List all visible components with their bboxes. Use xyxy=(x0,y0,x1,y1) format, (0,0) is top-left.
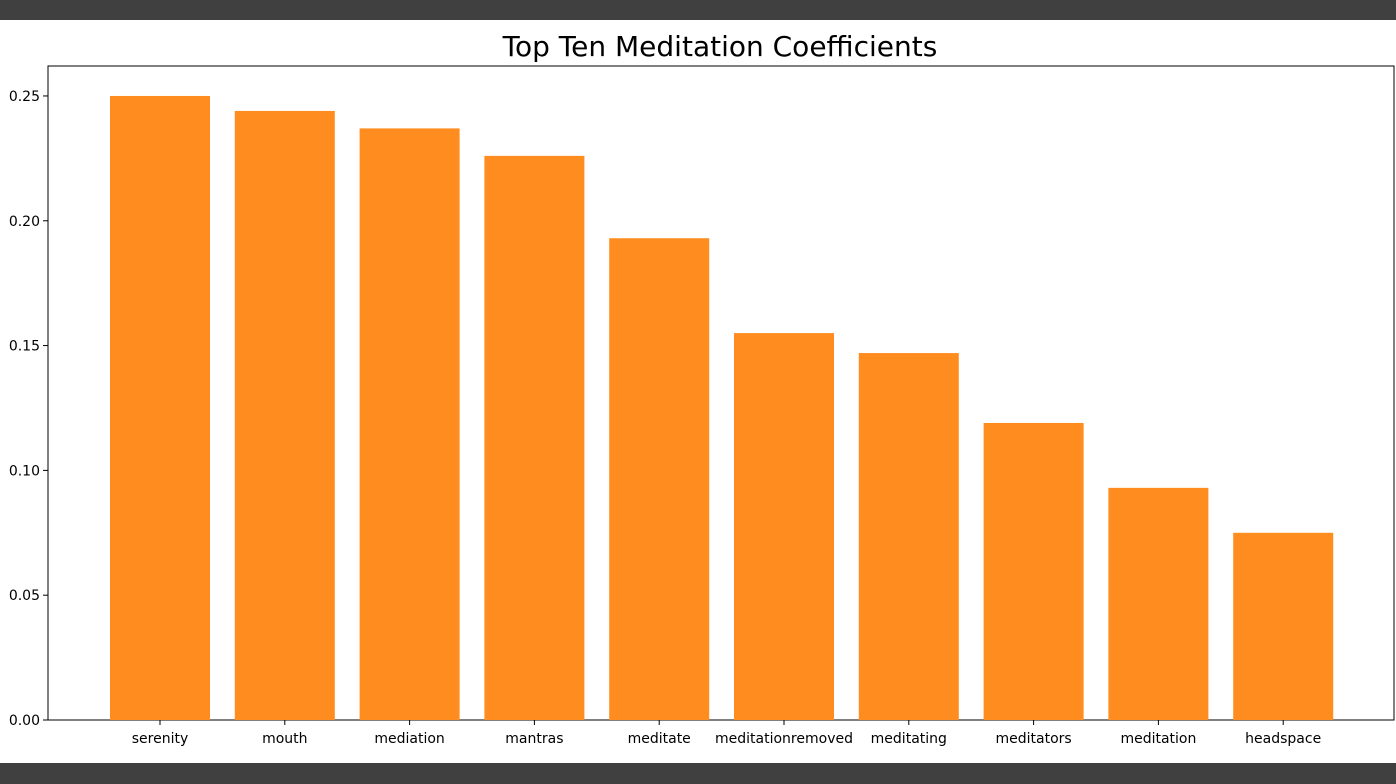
bars-group xyxy=(110,95,1334,721)
y-tick-label: 0.10 xyxy=(9,463,40,479)
y-tick-label: 0.15 xyxy=(9,339,40,355)
y-axis: 0.00 0.05 0.10 0.15 0.20 0.25 xyxy=(9,89,48,729)
top-window-band xyxy=(0,0,1396,20)
x-tick-label: headspace xyxy=(1245,731,1321,747)
chart-title: Top Ten Meditation Coefficients xyxy=(502,30,938,63)
bar-meditate xyxy=(609,238,710,721)
bar-chart: Top Ten Meditation Coefficients 0.00 0.05… xyxy=(9,30,1395,747)
bar-mouth xyxy=(234,110,335,721)
x-tick-label: meditators xyxy=(995,731,1071,747)
bar-meditation xyxy=(1108,487,1209,720)
y-tick-label: 0.20 xyxy=(9,214,40,230)
x-tick-label: meditate xyxy=(628,731,691,747)
x-tick-label: mantras xyxy=(505,731,563,747)
y-tick-label: 0.05 xyxy=(9,588,40,604)
bar-meditationremoved xyxy=(734,333,834,720)
y-tick-label: 0.25 xyxy=(9,89,40,105)
bar-headspace xyxy=(1233,532,1334,720)
bar-serenity xyxy=(110,95,210,720)
bar-meditators xyxy=(983,422,1084,720)
x-tick-label: meditating xyxy=(871,731,947,747)
x-tick-label: mouth xyxy=(262,731,307,747)
x-tick-label: meditation xyxy=(1120,731,1196,747)
x-tick-label: serenity xyxy=(132,731,189,747)
x-tick-label: mediation xyxy=(374,731,444,747)
y-tick-label: 0.00 xyxy=(9,713,40,729)
bottom-window-band xyxy=(0,763,1396,784)
x-axis: serenity mouth mediation mantras meditate med… xyxy=(132,720,1321,747)
x-tick-label: meditationremoved xyxy=(715,731,853,747)
bar-mantras xyxy=(484,155,585,720)
plot-frame xyxy=(47,65,1395,721)
bar-mediation xyxy=(359,128,460,721)
bar-meditating xyxy=(858,353,959,720)
